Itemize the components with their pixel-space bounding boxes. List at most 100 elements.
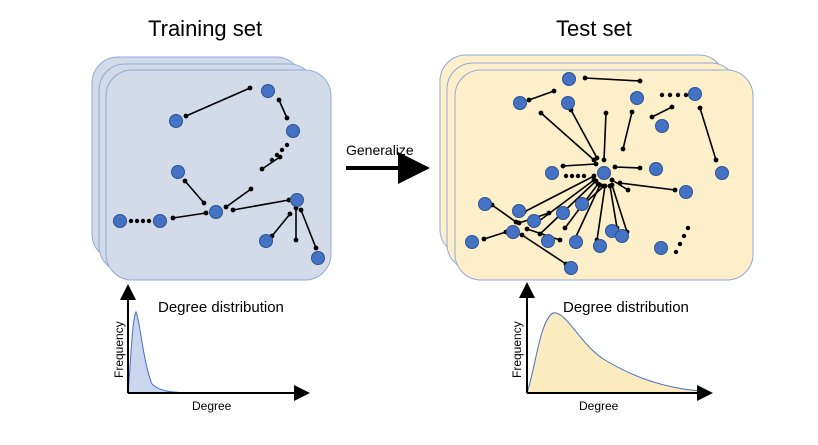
test-graph: [465, 72, 729, 275]
test-node: [506, 225, 520, 239]
test-node: [541, 234, 555, 248]
training-node: [153, 214, 167, 228]
test-edge-endpoint: [516, 220, 522, 226]
training-edge-endpoint: [276, 97, 282, 103]
test-node: [575, 197, 589, 211]
training-ellipsis-dot: [284, 142, 290, 148]
training-node: [169, 114, 183, 128]
training-edge: [300, 209, 317, 249]
training-edge-endpoint: [230, 207, 236, 213]
training-edge-endpoint: [284, 115, 290, 121]
test-edge-endpoint: [649, 114, 655, 120]
training-set-card-stack: [91, 56, 332, 281]
test-edge: [521, 234, 567, 265]
training-ellipsis-dot: [279, 147, 285, 153]
test-x-axis-label: Degree: [579, 399, 619, 413]
training-edge: [185, 87, 251, 117]
training-edge-endpoint: [248, 186, 254, 192]
training-edge: [271, 213, 291, 237]
test-edge-endpoint: [593, 161, 599, 167]
test-edge-endpoint: [524, 226, 530, 232]
training-edge-endpoint: [203, 210, 209, 216]
training-ellipsis-dot: [134, 218, 140, 224]
test-node: [597, 166, 611, 180]
test-edge-endpoint: [697, 105, 703, 111]
test-edge: [699, 107, 717, 161]
test-edge: [619, 182, 676, 191]
test-edge: [651, 106, 673, 118]
test-edge-endpoint: [551, 88, 557, 94]
test-edge-endpoint: [582, 75, 588, 81]
test-edge: [491, 204, 517, 223]
test-edge-endpoint: [617, 180, 623, 186]
training-edge-endpoint: [259, 166, 265, 172]
test-set-title: Test set: [556, 16, 632, 41]
training-node: [113, 214, 127, 228]
training-edge: [184, 180, 205, 204]
training-edge-endpoint: [182, 178, 188, 184]
test-ellipsis-dot: [685, 225, 691, 231]
training-node: [209, 205, 223, 219]
test-ellipsis-dot: [675, 92, 681, 98]
test-edge: [614, 166, 641, 169]
test-node: [513, 96, 527, 110]
training-edge: [225, 188, 252, 208]
test-node: [615, 229, 629, 243]
test-edge-endpoint: [538, 110, 544, 116]
training-node: [311, 251, 325, 265]
test-ellipsis-dot: [667, 92, 673, 98]
training-edge-endpoint: [170, 215, 176, 221]
generalize-label: Generalize: [346, 142, 414, 158]
test-node: [715, 166, 729, 180]
test-node: [527, 214, 541, 228]
test-edge-endpoint: [597, 182, 603, 188]
test-edge: [539, 180, 597, 235]
training-edge-endpoint: [223, 204, 229, 210]
test-ellipsis-dot: [683, 92, 689, 98]
test-ellipsis-dot: [575, 173, 581, 179]
test-edge: [584, 185, 605, 204]
test-ellipsis-dot: [581, 173, 587, 179]
training-node: [259, 234, 273, 248]
test-node: [649, 162, 663, 176]
training-y-axis-label: Frequency: [112, 321, 126, 378]
test-distribution-label: Degree distribution: [563, 299, 689, 316]
training-edge-endpoint: [201, 200, 207, 206]
training-node: [171, 165, 185, 179]
training-edge-endpoint: [298, 207, 304, 213]
test-edge: [609, 185, 618, 229]
test-edge-endpoint: [629, 109, 635, 115]
test-edge: [570, 109, 598, 159]
test-degree-curve: [526, 312, 701, 394]
training-ellipsis-dot: [146, 218, 152, 224]
training-edge: [232, 199, 290, 211]
training-node: [290, 193, 304, 207]
test-edge-endpoint: [526, 97, 532, 103]
test-y-axis-label: Frequency: [510, 321, 524, 378]
training-edge: [261, 156, 281, 170]
test-edge-endpoint: [560, 163, 566, 169]
test-node: [655, 119, 669, 133]
test-edge: [540, 112, 595, 161]
test-node: [556, 206, 570, 220]
training-ellipsis-dot: [140, 218, 146, 224]
test-edge-endpoint: [601, 157, 607, 163]
test-ellipsis-dot: [673, 249, 679, 255]
training-edge-endpoint: [287, 211, 293, 217]
test-edge-endpoint: [602, 183, 608, 189]
training-edge-endpoint: [313, 245, 319, 251]
training-edge: [278, 99, 288, 119]
test-node: [478, 197, 492, 211]
test-edge: [584, 77, 641, 82]
training-ellipsis-dot: [128, 218, 134, 224]
test-edge-endpoint: [620, 146, 626, 152]
test-ellipsis-dot: [681, 233, 687, 239]
test-node: [545, 166, 559, 180]
test-edge: [526, 228, 561, 241]
test-edge: [562, 163, 597, 167]
training-edge-endpoint: [247, 85, 253, 91]
training-x-axis-label: Degree: [192, 399, 232, 413]
test-edge-endpoint: [625, 187, 631, 193]
test-edge-endpoint: [546, 210, 552, 216]
test-ellipsis-dot: [563, 173, 569, 179]
